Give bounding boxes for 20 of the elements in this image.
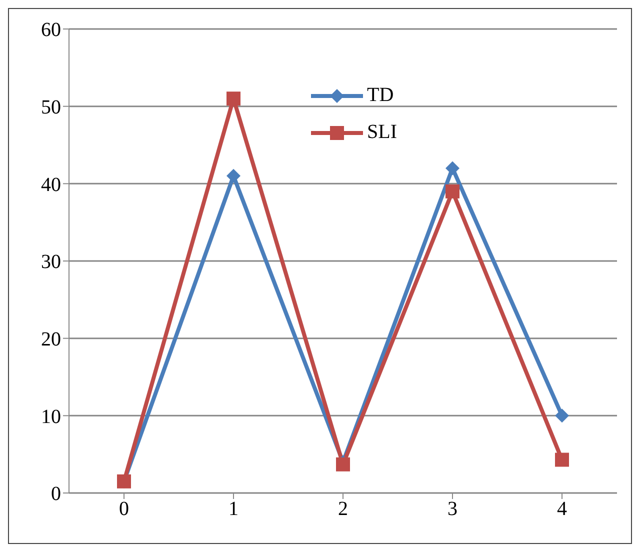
y-tick-label: 40 [41,174,61,196]
point [555,452,569,467]
y-tick-label: 20 [41,328,61,350]
x-tick-label: 2 [338,498,348,520]
y-tick-label: 50 [41,96,61,118]
point [446,184,460,198]
point [555,408,569,423]
point [446,161,460,176]
legend-label: TD [367,84,394,107]
point [226,168,240,183]
x-tick-label: 0 [119,498,129,520]
x-tick-label: 1 [228,498,238,520]
y-tick-label: 0 [51,483,61,506]
y-tick-label: 10 [41,406,61,428]
y-tick-label: 60 [41,19,61,42]
y-tick-label: 30 [41,251,61,274]
x-tick-label: 4 [557,498,567,520]
legend-label: SLI [367,121,397,144]
point [226,92,240,106]
x-tick-label: 3 [448,498,458,520]
